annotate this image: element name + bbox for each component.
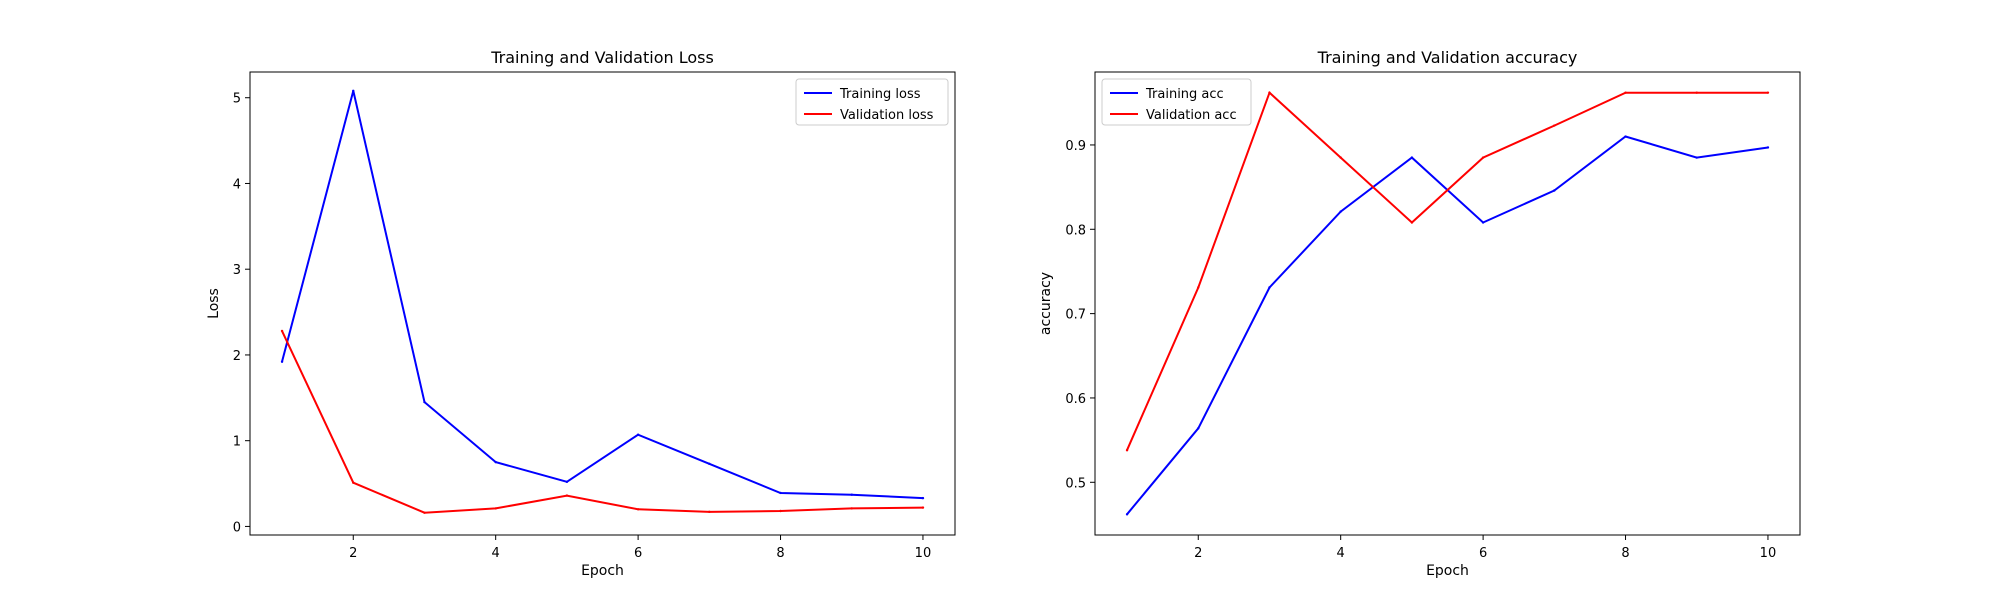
data-point: [1624, 135, 1627, 138]
data-point: [1553, 189, 1556, 192]
data-point: [1766, 146, 1770, 149]
series-line-1: [281, 330, 924, 514]
chart-title: Training and Validation accuracy: [1317, 48, 1578, 67]
series-line-0: [1126, 135, 1769, 515]
data-point: [423, 400, 426, 404]
data-point: [779, 509, 782, 513]
x-axis-label: Epoch: [1426, 563, 1469, 579]
data-point: [1553, 124, 1556, 127]
y-tick-label: 0: [233, 520, 241, 535]
data-point: [1197, 286, 1200, 289]
x-axis-label: Epoch: [581, 563, 624, 579]
y-tick-label: 5: [233, 92, 241, 107]
data-point: [494, 507, 497, 510]
data-point: [423, 511, 426, 514]
data-point: [352, 89, 355, 93]
data-point: [1410, 156, 1414, 159]
data-point: [1410, 221, 1414, 224]
y-tick-label: 0.8: [1065, 223, 1086, 238]
plot-frame: [1094, 71, 1801, 536]
data-point: [1339, 156, 1342, 159]
y-tick-label: 2: [233, 349, 241, 364]
y-tick-label: 0.7: [1065, 308, 1086, 323]
data-point: [1197, 427, 1200, 430]
data-point: [636, 508, 640, 511]
loss-chart: Training and Validation Loss 2 4 6 8 10 0 1 2 3 4 5…: [206, 48, 956, 579]
y-tick-label: 0.5: [1065, 476, 1086, 491]
data-point: [1339, 210, 1342, 213]
data-point: [779, 491, 782, 495]
accuracy-chart: Training and Validation accuracy 2 4 6 8 10 0.…: [1038, 48, 1801, 579]
plot-frame: [249, 71, 956, 536]
data-point: [1481, 156, 1485, 159]
data-point: [565, 494, 569, 497]
x-tick-label: 4: [1337, 546, 1345, 561]
data-point: [280, 360, 284, 364]
data-point: [1268, 91, 1271, 94]
data-point: [708, 462, 711, 466]
y-tick-label: 4: [233, 177, 241, 192]
legend-label: Training loss: [839, 87, 921, 102]
y-tick-label: 3: [233, 263, 241, 278]
data-point: [1481, 221, 1485, 224]
series-line-1: [1126, 90, 1768, 451]
y-axis-label: Loss: [206, 288, 222, 319]
x-tick-label: 4: [492, 546, 500, 561]
y-tick-label: 1: [233, 435, 241, 450]
data-point: [1125, 513, 1129, 516]
data-point: [565, 480, 569, 484]
x-tick-label: 6: [1479, 546, 1487, 561]
data-point: [921, 496, 925, 500]
legend-box: [1101, 78, 1252, 126]
x-tick-label: 6: [634, 546, 642, 561]
data-point: [1624, 91, 1627, 94]
chart-title: Training and Validation Loss: [490, 48, 714, 67]
y-tick-label: 0.9: [1065, 139, 1086, 154]
series-line-0: [281, 90, 924, 500]
x-tick-label: 2: [1194, 546, 1202, 561]
y-axis-label: accuracy: [1038, 272, 1054, 335]
data-point: [921, 506, 925, 509]
data-point: [1695, 91, 1698, 94]
x-tick-label: 10: [1760, 546, 1777, 561]
legend-box: [795, 78, 949, 126]
data-point: [850, 507, 853, 510]
x-tick-label: 10: [915, 546, 932, 561]
data-point: [1766, 91, 1770, 94]
x-tick-label: 2: [349, 546, 357, 561]
data-point: [1125, 449, 1129, 452]
legend-label: Training acc: [1145, 87, 1224, 102]
legend-label: Validation loss: [840, 108, 934, 123]
data-point: [280, 329, 284, 333]
data-point: [1268, 286, 1271, 289]
data-point: [850, 493, 853, 496]
data-point: [1695, 156, 1698, 159]
legend-label: Validation acc: [1146, 108, 1237, 123]
data-point: [636, 433, 640, 436]
y-tick-label: 0.6: [1065, 392, 1086, 407]
data-point: [708, 510, 711, 514]
x-tick-label: 8: [776, 546, 784, 561]
data-point: [494, 460, 497, 464]
x-tick-label: 8: [1621, 546, 1629, 561]
data-point: [352, 481, 355, 484]
